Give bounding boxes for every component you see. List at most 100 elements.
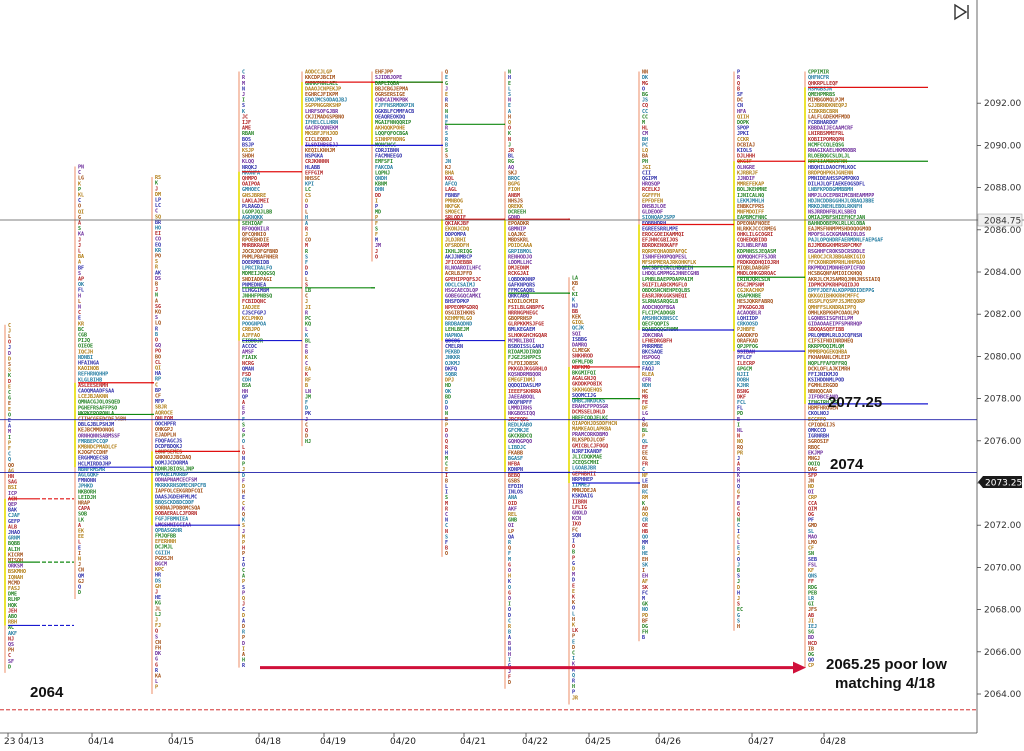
tpo-row: ORKSM <box>8 564 23 570</box>
tpo-row: KBBDAIJECAAMCRF <box>808 126 853 132</box>
tpo-row: P <box>737 70 740 76</box>
tpo-row: O <box>375 254 378 260</box>
time-tick-label: 23 <box>4 737 15 747</box>
tpo-row: DCBIAJ <box>737 142 755 148</box>
tpo-row: S <box>155 634 158 640</box>
tpo-row: C <box>305 361 308 367</box>
tpo-row: QO <box>642 534 648 540</box>
tpo-row: C <box>8 653 11 659</box>
tpo-row: G <box>737 613 740 619</box>
price-tick-label: 2064.00 <box>984 690 1021 700</box>
tpo-row: LGOPJQJLBB <box>242 210 272 216</box>
tpo-row: BSBOISSLGANJ <box>508 344 544 350</box>
tpo-row: B <box>642 546 645 552</box>
tpo-row: L <box>8 334 11 340</box>
session-profile-04-27: PRQBSFDCCNHFAQIIHDOPKSPOPJPKICCKRDCBIAJK… <box>733 70 779 631</box>
tpo-row: SBOQASQEFIBB <box>808 327 844 333</box>
tpo-row: C <box>508 618 511 624</box>
tpo-row: E <box>737 546 740 552</box>
tpo-row: RKPMDQIMDNHEOPICFDD <box>808 266 865 272</box>
tpo-row: QL <box>642 439 648 445</box>
tpo-row: Q <box>445 439 448 445</box>
tpo-row: FACMNEEGO <box>375 154 402 160</box>
tpo-row: BN <box>642 484 648 490</box>
tpo-row: GIQL <box>572 320 584 326</box>
tpo-row: JFKGDGOJB <box>737 305 764 311</box>
tpo-row: EFERHNH <box>155 539 176 545</box>
tpo-row: J <box>78 237 81 243</box>
tpo-row: BL <box>642 428 648 434</box>
tpo-row: FAKCDA <box>375 165 393 171</box>
tpo-row: DS <box>155 578 161 584</box>
tpo-row: CHDCAIMKPBK <box>375 98 408 104</box>
tpo-row: RM <box>642 495 648 501</box>
tpo-row: E <box>8 407 11 413</box>
tpo-row: GMD <box>808 523 817 529</box>
tpo-row: C <box>78 170 81 176</box>
tpo-row: REL <box>508 512 517 518</box>
tpo-row: PGDSJH <box>155 556 173 562</box>
tpo-row: BO <box>155 354 161 360</box>
tpo-row: K <box>155 181 158 187</box>
tpo-row: JL <box>155 606 161 612</box>
play-icon[interactable] <box>952 3 972 21</box>
tpo-row: D <box>572 578 575 584</box>
tpo-row: J <box>737 562 740 568</box>
tpo-row: AMSHNCKBNSCC <box>642 316 678 322</box>
tpo-row: KPI <box>305 182 314 188</box>
tpo-row: O <box>155 337 158 343</box>
tpo-row: S <box>8 362 11 368</box>
tpo-row: KQL <box>445 176 454 182</box>
tpo-row: LEKMJMHLH <box>737 198 764 204</box>
tpo-row: SG <box>155 304 161 310</box>
tpo-row: ACCOC <box>242 344 257 350</box>
tpo-row: AJFFAO <box>242 333 260 339</box>
tpo-row: H <box>242 546 245 552</box>
tpo-row: BF <box>78 265 84 271</box>
tpo-row: K <box>642 501 645 507</box>
tpo-row: QHFNCFR <box>808 75 830 81</box>
tpo-row: MHRBKRARM <box>242 243 269 249</box>
tpo-row: S <box>155 259 158 265</box>
tpo-row: R <box>445 137 449 143</box>
tpo-row: QHKRPLLEQF <box>808 81 838 87</box>
tpo-row: QEP <box>8 502 17 508</box>
tpo-row: Q <box>508 120 511 126</box>
tpo-row: QNLEOM <box>155 416 173 422</box>
tpo-row: BKCSAQE <box>642 350 663 356</box>
tpo-row: FC <box>642 590 648 596</box>
tpo-row: LC <box>305 187 311 193</box>
tpo-row: K <box>508 131 511 137</box>
tpo-row: DOERMBIDB <box>242 260 269 266</box>
tpo-row: C <box>445 462 448 468</box>
tpo-row: RKRPPDQIMLQM <box>808 344 844 350</box>
tpo-row: HC <box>642 389 648 395</box>
tpo-row: MRKDJNEHLEBOLRKNFH <box>808 204 862 210</box>
tpo-row: LQAJKC <box>508 232 526 238</box>
tpo-row: MM <box>642 540 648 546</box>
tpo-row: IEEEFSKHRRA <box>508 389 541 395</box>
tpo-row: L <box>155 679 158 685</box>
tpo-row: OL <box>642 456 648 462</box>
tpo-row: EH <box>642 574 648 580</box>
tpo-row: AQ <box>508 165 514 171</box>
tpo-row: SQOMCIJG <box>572 393 596 399</box>
arrow-head <box>793 661 806 674</box>
tpo-row: KG <box>155 601 161 607</box>
tpo-row: H <box>242 490 245 496</box>
tpo-row: R <box>737 75 741 81</box>
tpo-row: MCMRLIBOI <box>508 338 535 344</box>
tpo-row: QECFQQPIS <box>642 322 669 328</box>
tpo-row: J <box>8 345 11 351</box>
tpo-row: I <box>78 551 81 557</box>
tpo-row: AK <box>155 270 161 276</box>
tpo-row: OG <box>808 652 814 658</box>
price-tick-label: 2088.00 <box>984 184 1021 194</box>
tpo-row: GOBEGGQCAMKI <box>445 294 481 300</box>
tpo-row: B <box>737 501 740 507</box>
tpo-row: NRRNGPNEGC <box>508 310 538 316</box>
tpo-row: L <box>305 277 308 283</box>
tpo-row: K <box>8 373 11 379</box>
tpo-row: C <box>242 607 245 613</box>
tpo-row: QREKK <box>508 204 523 210</box>
